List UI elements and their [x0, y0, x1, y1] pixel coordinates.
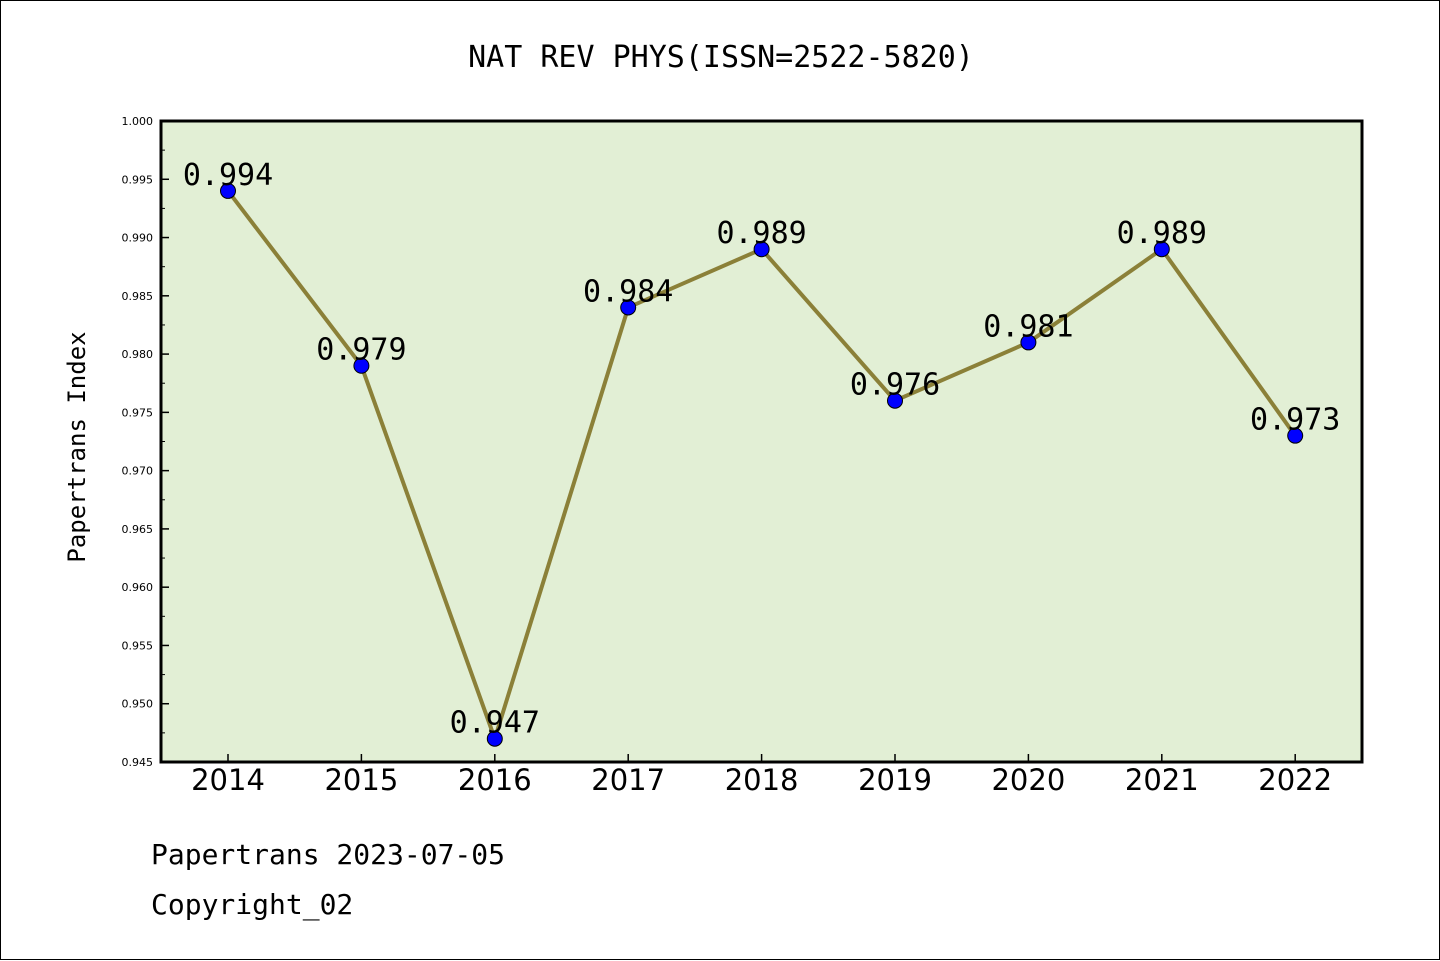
data-point — [220, 182, 236, 199]
data-label: 0.989 — [1117, 216, 1207, 251]
x-tick-label: 2016 — [458, 763, 532, 797]
y-tick-label: 0.970 — [122, 465, 154, 478]
series-group: 0.994 0.979 0.947 0.984 0.989 0.976 0.981 0.989… — [183, 158, 1340, 747]
x-tick-label: 2017 — [591, 763, 665, 797]
y-tick-label: 0.975 — [122, 406, 154, 419]
y-tick-label: 0.990 — [122, 232, 154, 245]
data-point — [887, 392, 903, 409]
data-point — [1020, 334, 1037, 351]
y-tick-label: 0.960 — [122, 581, 154, 594]
y-tick-label: 0.985 — [122, 290, 154, 303]
data-label: 0.981 — [983, 309, 1073, 344]
y-tick-label: 0.950 — [122, 698, 154, 711]
footer-date: Papertrans 2023-07-05 — [151, 838, 505, 871]
y-tick-label: 0.945 — [122, 756, 154, 769]
y-axis-label: Papertrans Index — [63, 331, 91, 562]
y-axis: 0.945 0.950 0.955 0.960 0.965 0.970 0.975 0.980… — [122, 115, 169, 769]
x-tick-label: 2019 — [858, 763, 932, 797]
data-point — [1153, 241, 1170, 258]
y-tick-label: 0.995 — [122, 173, 154, 186]
x-axis: 2014 2015 2016 2017 2018 2019 2020 2021 2022 — [191, 754, 1332, 797]
data-point — [1287, 427, 1304, 444]
data-point — [620, 299, 637, 316]
data-point — [353, 357, 370, 374]
x-tick-label: 2015 — [324, 763, 398, 797]
y-tick-label: 0.965 — [122, 523, 154, 536]
data-point — [486, 730, 503, 747]
plot-area — [159, 119, 1364, 764]
y-tick-label: 1.000 — [122, 115, 154, 128]
data-label: 0.979 — [316, 333, 406, 368]
data-label: 0.989 — [716, 216, 806, 251]
footer-copyright: Copyright_02 — [151, 888, 353, 922]
data-label: 0.976 — [850, 368, 940, 403]
x-tick-label: 2020 — [991, 763, 1065, 797]
data-label: 0.973 — [1250, 403, 1340, 438]
data-label: 0.984 — [583, 274, 673, 309]
x-tick-label: 2014 — [191, 763, 265, 797]
data-point — [753, 241, 770, 258]
y-tick-label: 0.980 — [122, 348, 154, 361]
data-label: 0.947 — [450, 706, 540, 741]
x-tick-label: 2018 — [725, 763, 799, 797]
x-tick-label: 2021 — [1125, 763, 1199, 797]
y-tick-label: 0.955 — [122, 639, 154, 652]
data-label: 0.994 — [183, 158, 273, 193]
x-tick-label: 2022 — [1258, 763, 1332, 797]
chart-title: NAT REV PHYS(ISSN=2522-5820) — [468, 40, 974, 75]
